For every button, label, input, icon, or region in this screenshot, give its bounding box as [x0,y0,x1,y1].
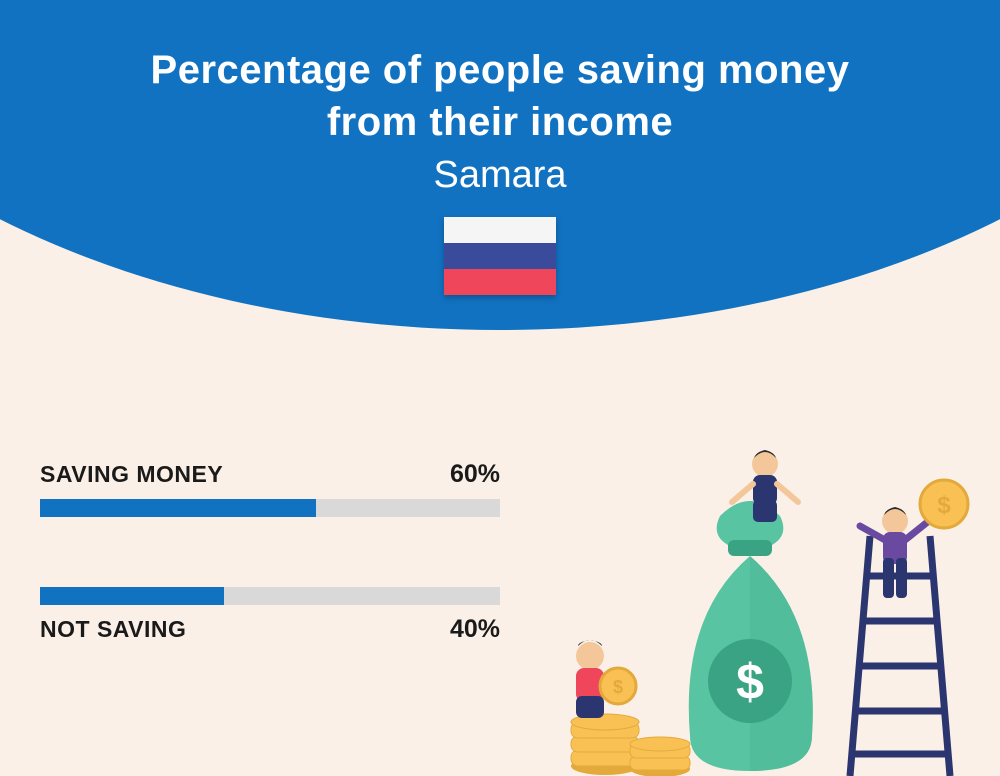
bar-track [40,499,500,517]
flag-stripe-1 [444,217,556,243]
flag-stripe-3 [444,269,556,295]
bar-fill [40,587,224,605]
person-sitting-icon: $ [576,640,636,718]
bar-group-saving: SAVING MONEY 60% [40,460,500,517]
page-subtitle: Samara [0,154,1000,197]
title-line-1: Percentage of people saving money [151,48,850,92]
bar-group-not-saving: NOT SAVING 40% [40,587,500,644]
bar-label: SAVING MONEY [40,461,223,488]
bars-container: SAVING MONEY 60% NOT SAVING 40% [40,460,500,714]
bar-value: 60% [450,460,500,489]
coin-stack-icon [571,714,690,776]
bar-label: NOT SAVING [40,616,186,643]
money-bag-icon: $ [689,501,813,771]
svg-text:$: $ [736,654,764,710]
svg-text:$: $ [613,677,623,697]
flag-icon [444,217,556,295]
bar-value: 40% [450,615,500,644]
flag-stripe-2 [444,243,556,269]
bar-labels: SAVING MONEY 60% [40,460,500,489]
bar-labels: NOT SAVING 40% [40,615,500,644]
header: Percentage of people saving money from t… [0,44,1000,295]
page-title: Percentage of people saving money from t… [0,44,1000,148]
svg-text:$: $ [937,492,951,519]
savings-illustration: $ $ $ [550,436,980,776]
bar-fill [40,499,316,517]
bar-track [40,587,500,605]
title-line-2: from their income [327,100,673,144]
person-ladder-icon: $ [860,480,968,598]
